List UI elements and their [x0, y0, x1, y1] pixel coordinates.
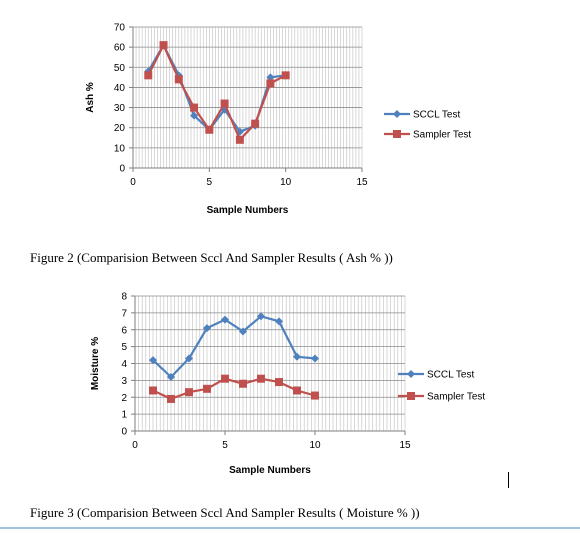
- series-sampler-test: [149, 374, 319, 403]
- data-point: [275, 317, 283, 326]
- x-tick-label: 0: [132, 440, 138, 451]
- data-point: [251, 119, 260, 128]
- y-tick-label: 5: [121, 342, 127, 353]
- ash-chart: 0 10 20 30 40 50 60 70 0 5 10 15 Sample Numbers Ash %…: [85, 23, 471, 217]
- y-tick-label: 20: [114, 123, 126, 134]
- y-axis-title: Moisture %: [90, 337, 101, 390]
- legend: SCCL Test Sampler Test: [384, 110, 471, 141]
- y-tick-label: 8: [121, 292, 127, 303]
- y-tick-label: 6: [121, 325, 127, 336]
- x-tick-label: 15: [356, 177, 368, 188]
- legend-marker: [393, 130, 401, 138]
- data-point: [281, 71, 290, 80]
- data-point: [266, 79, 275, 88]
- x-tick-label: 5: [222, 440, 228, 451]
- data-point: [167, 373, 175, 381]
- y-tick-label: 50: [114, 63, 126, 74]
- data-point: [235, 135, 244, 144]
- legend-marker: [407, 392, 415, 400]
- y-tick-label: 7: [121, 308, 127, 319]
- data-point: [149, 356, 157, 365]
- data-point: [149, 386, 157, 395]
- legend-label: Sampler Test: [427, 392, 485, 403]
- y-tick-label: 60: [114, 43, 126, 54]
- x-tick-label: 0: [130, 177, 136, 188]
- x-axis-title: Sample Numbers: [229, 465, 311, 476]
- y-tick-label: 2: [121, 393, 127, 404]
- y-tick-label: 30: [114, 103, 126, 114]
- data-point: [311, 391, 319, 400]
- data-point: [275, 378, 283, 387]
- data-point: [266, 73, 275, 82]
- data-point: [311, 354, 319, 363]
- y-tick-label: 10: [114, 143, 126, 154]
- series-line: [152, 315, 316, 379]
- y-tick-label: 1: [121, 410, 127, 421]
- data-point: [257, 374, 265, 383]
- y-tick-label: 0: [121, 427, 127, 438]
- data-point: [239, 379, 247, 388]
- data-point: [205, 125, 214, 134]
- y-tick-label: 3: [121, 376, 127, 387]
- data-point: [293, 386, 301, 395]
- legend-marker: [407, 370, 415, 378]
- x-tick-label: 10: [280, 177, 292, 188]
- series-line: [152, 377, 316, 400]
- data-point: [221, 374, 229, 383]
- x-tick-label: 5: [207, 177, 213, 188]
- data-point: [144, 71, 153, 80]
- data-point: [190, 103, 199, 112]
- figure-2-caption: Figure 2 (Comparision Between Sccl And S…: [30, 250, 393, 265]
- y-tick-label: 0: [119, 164, 125, 175]
- data-point: [293, 352, 301, 361]
- x-tick-label: 15: [399, 440, 411, 451]
- data-point: [257, 312, 265, 321]
- data-point: [221, 315, 229, 324]
- page-bottom-rule: [0, 527, 580, 529]
- x-axis-title: Sample Numbers: [207, 205, 289, 216]
- data-point: [220, 99, 229, 108]
- x-tick-label: 10: [309, 440, 321, 451]
- legend-label: SCCL Test: [427, 370, 474, 381]
- data-point: [167, 394, 175, 403]
- figure-3-caption: Figure 3 (Comparision Between Sccl And S…: [30, 505, 420, 520]
- legend: SCCL Test Sampler Test: [398, 370, 485, 403]
- data-point: [185, 388, 193, 397]
- data-point: [203, 324, 211, 333]
- y-tick-label: 4: [121, 359, 127, 370]
- data-point: [185, 354, 193, 363]
- series-sccl-test: [149, 312, 319, 381]
- moisture-chart: 0 1 2 3 4 5 6 7 8 0 5 10 15 Sample Numbers Moisture % S…: [90, 292, 485, 477]
- y-axis-title: Ash %: [85, 82, 96, 113]
- data-point: [174, 75, 183, 84]
- data-point: [190, 111, 199, 120]
- text-cursor: [508, 472, 509, 488]
- legend-label: Sampler Test: [413, 130, 471, 141]
- legend-label: SCCL Test: [413, 110, 460, 121]
- y-tick-label: 40: [114, 83, 126, 94]
- series-line: [147, 44, 287, 141]
- legend-marker: [393, 110, 401, 118]
- data-point: [239, 327, 247, 336]
- data-point: [159, 41, 168, 50]
- y-tick-label: 70: [114, 23, 126, 34]
- data-point: [203, 384, 211, 393]
- series-sampler-test: [144, 41, 290, 144]
- chart-2-gridlines: [134, 295, 406, 432]
